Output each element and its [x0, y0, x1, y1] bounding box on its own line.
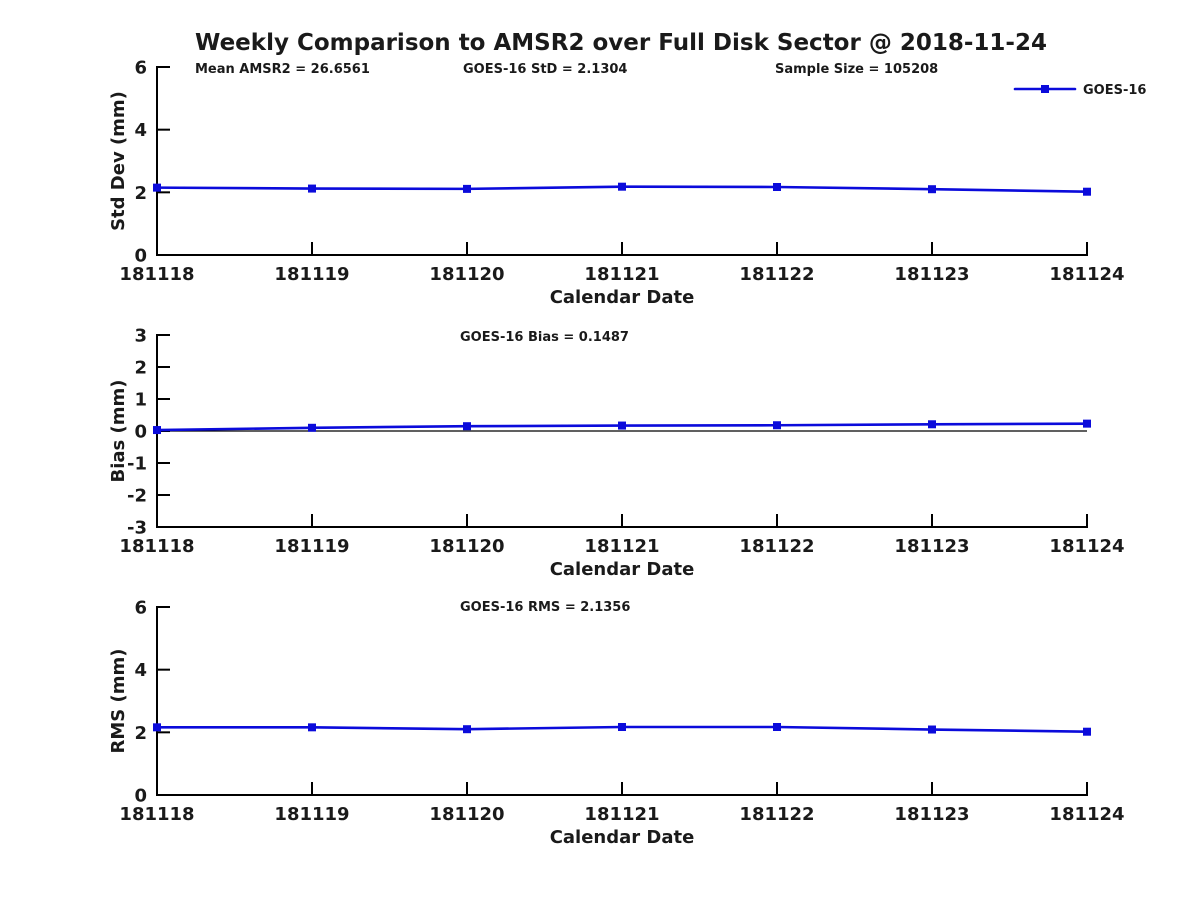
- y-tick-label: 6: [134, 598, 147, 619]
- data-point: [153, 723, 161, 732]
- x-tick-label: 181121: [584, 536, 659, 557]
- data-point: [308, 423, 316, 432]
- data-point: [1083, 727, 1091, 736]
- data-point: [773, 723, 781, 732]
- data-point: [463, 725, 471, 734]
- figure-title: Weekly Comparison to AMSR2 over Full Dis…: [195, 30, 1047, 56]
- x-tick-label: 181122: [739, 264, 814, 285]
- data-point: [928, 420, 936, 429]
- y-tick-label: 3: [134, 326, 147, 347]
- axis-spines: [156, 66, 1088, 256]
- x-tick-label: 181119: [274, 264, 349, 285]
- x-tick-label: 181124: [1049, 264, 1124, 285]
- data-point: [618, 421, 626, 430]
- y-tick-label: 4: [134, 120, 147, 141]
- data-point: [463, 422, 471, 431]
- data-point: [308, 723, 316, 732]
- data-point: [773, 183, 781, 192]
- x-tick-label: 181123: [894, 536, 969, 557]
- y-tick-label: 1: [134, 390, 147, 411]
- x-tick-label: 181119: [274, 536, 349, 557]
- y-tick-label: 0: [134, 422, 147, 443]
- data-point: [773, 421, 781, 430]
- y-tick-label: 4: [134, 660, 147, 681]
- x-tick-label: 181122: [739, 804, 814, 825]
- y-tick-label: 0: [134, 786, 147, 807]
- data-point: [1083, 419, 1091, 428]
- legend: GOES-16: [1013, 83, 1146, 98]
- x-tick-label: 181121: [584, 264, 659, 285]
- data-point: [308, 184, 316, 193]
- x-tick-label: 181121: [584, 804, 659, 825]
- x-tick-label: 181123: [894, 264, 969, 285]
- x-tick-label: 181123: [894, 804, 969, 825]
- data-point: [618, 182, 626, 191]
- data-point: [463, 184, 471, 193]
- y-tick-label: 2: [134, 723, 147, 744]
- y-tick-label: 0: [134, 246, 147, 267]
- x-tick-label: 181120: [429, 536, 504, 557]
- rms-x-axis-label: Calendar Date: [550, 827, 695, 848]
- x-tick-label: 181124: [1049, 804, 1124, 825]
- annotation-sample-size: Sample Size = 105208: [775, 62, 938, 77]
- x-tick-label: 181120: [429, 264, 504, 285]
- axis-spines: [156, 606, 1088, 796]
- legend-label: GOES-16: [1083, 83, 1146, 98]
- x-tick-label: 181118: [119, 264, 194, 285]
- data-point: [153, 183, 161, 192]
- x-tick-label: 181124: [1049, 536, 1124, 557]
- legend-square-marker-icon: [1041, 85, 1049, 93]
- y-tick-label: -3: [127, 518, 147, 539]
- bias-y-axis-label: Bias (mm): [108, 380, 129, 483]
- x-tick-label: 181119: [274, 804, 349, 825]
- data-point: [618, 723, 626, 732]
- annotation-goes16-std: GOES-16 StD = 2.1304: [463, 62, 627, 77]
- stddev-y-axis-label: Std Dev (mm): [108, 91, 129, 231]
- data-point: [153, 426, 161, 435]
- x-tick-label: 181120: [429, 804, 504, 825]
- y-tick-label: -1: [127, 454, 147, 475]
- annotation-goes16-rms: GOES-16 RMS = 2.1356: [460, 600, 630, 615]
- rms-plot-area: 0 2 4 6 181118 181119 181120 181121 181122 181123…: [119, 598, 1124, 826]
- data-point: [928, 725, 936, 734]
- x-tick-label: 181118: [119, 536, 194, 557]
- y-tick-label: -2: [127, 486, 147, 507]
- annotation-goes16-bias: GOES-16 Bias = 0.1487: [460, 330, 629, 345]
- stddev-plot-area: 0 2 4 6 181118 181119 181120 181121 181122 181123…: [119, 58, 1124, 286]
- y-tick-label: 2: [134, 358, 147, 379]
- data-point: [928, 185, 936, 194]
- stddev-x-axis-label: Calendar Date: [550, 287, 695, 308]
- bias-x-axis-label: Calendar Date: [550, 559, 695, 580]
- x-tick-label: 181118: [119, 804, 194, 825]
- rms-y-axis-label: RMS (mm): [108, 649, 129, 754]
- x-tick-label: 181122: [739, 536, 814, 557]
- y-tick-label: 2: [134, 183, 147, 204]
- data-point: [1083, 187, 1091, 196]
- annotation-mean-amsr2: Mean AMSR2 = 26.6561: [195, 62, 370, 77]
- y-tick-label: 6: [134, 58, 147, 79]
